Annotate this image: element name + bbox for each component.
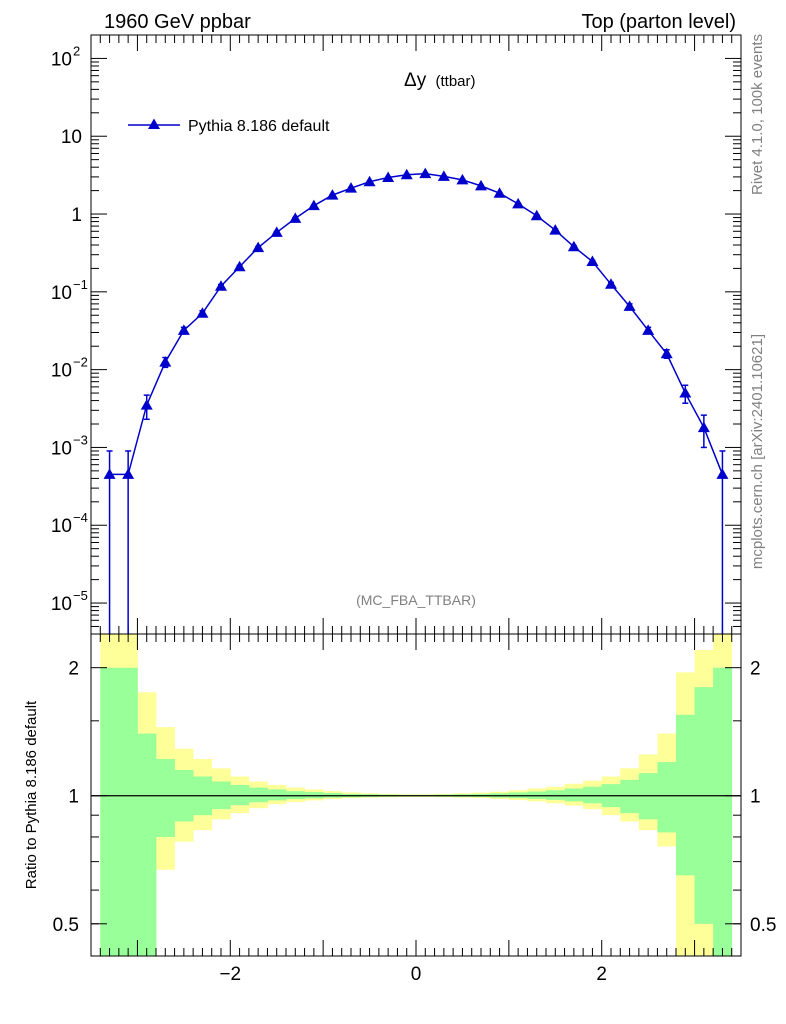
- data-point-marker: [233, 260, 246, 272]
- data-point-marker: [140, 399, 153, 410]
- header-energy-label: 1960 GeV ppbar: [104, 11, 251, 33]
- x-tick-label: 2: [596, 964, 607, 985]
- y-tick-exponent: −4: [73, 510, 88, 525]
- y-tick-label: 10: [51, 283, 72, 304]
- data-point-marker: [679, 387, 692, 398]
- data-point-marker: [437, 170, 450, 181]
- ratio-y-tick-label: 1: [68, 787, 79, 808]
- data-point-marker: [159, 356, 172, 367]
- data-point-marker: [270, 226, 283, 237]
- ratio-y-ticks: 0.5 0.5 1 1 2 2: [53, 659, 777, 936]
- data-point-marker: [215, 280, 227, 291]
- data-point-marker: [177, 324, 190, 335]
- y-tick-label: 10: [51, 594, 72, 615]
- y-tick-label: 10: [51, 516, 72, 537]
- data-point-marker: [716, 468, 729, 479]
- x-tick-label: 0: [411, 964, 422, 985]
- data-point-marker: [586, 255, 599, 267]
- y-tick-exponent: 2: [73, 43, 80, 58]
- legend-marker-icon: [148, 118, 160, 129]
- inner-uncertainty-bin: [286, 791, 305, 800]
- data-point-marker: [567, 240, 580, 252]
- inner-uncertainty-bin: [694, 687, 714, 924]
- ratio-panel: 0.5 0.5 1 1 2 2 −2 0 2 Ratio to Pythia 8.186 de…: [23, 633, 777, 985]
- plot-title: Δy (ttbar): [404, 70, 476, 91]
- inner-uncertainty-bin: [248, 787, 268, 803]
- data-point-marker: [289, 212, 302, 223]
- ratio-y-axis-label: Ratio to Pythia 8.186 default: [23, 700, 40, 889]
- y-tick-exponent: −3: [73, 432, 88, 447]
- inner-uncertainty-bin: [156, 758, 175, 837]
- y-tick-label: 10: [51, 361, 72, 382]
- y-tick-label: 10: [61, 127, 82, 148]
- y-tick-exponent: −5: [73, 588, 88, 603]
- rivet-version-label: Rivet 4.1.0, 100k events: [749, 34, 766, 195]
- data-point-marker: [549, 224, 562, 235]
- inner-uncertainty-bin: [564, 788, 584, 802]
- inner-uncertainty-bin: [267, 789, 287, 801]
- data-point-marker: [196, 307, 209, 318]
- ratio-x-ticks: −2 0 2: [99, 634, 733, 985]
- analysis-watermark: (MC_FBA_TTBAR): [356, 592, 476, 608]
- data-point-marker: [326, 189, 339, 200]
- y-tick-label: 10: [51, 438, 72, 459]
- data-point-marker: [493, 187, 506, 198]
- x-tick-label: −2: [219, 964, 241, 985]
- inner-uncertainty-bin: [620, 779, 640, 814]
- data-point-marker: [363, 175, 376, 187]
- inner-uncertainty-bin: [230, 784, 250, 806]
- y-tick-label: 10: [51, 49, 72, 70]
- y-tick-exponent: −1: [73, 277, 88, 292]
- data-point-marker: [456, 173, 469, 185]
- data-point-marker: [660, 347, 673, 359]
- ratio-y-tick-label: 2: [68, 659, 79, 680]
- header-process-label: Top (parton level): [581, 11, 736, 33]
- data-point-marker: [345, 182, 357, 193]
- data-point-marker: [122, 468, 135, 479]
- y-tick-label: 1: [71, 205, 82, 226]
- data-point-marker: [530, 209, 543, 221]
- data-point-marker: [382, 171, 395, 182]
- inner-uncertainty-bin: [657, 762, 677, 833]
- series-layer: [103, 167, 729, 634]
- ratio-y-tick-label-right: 0.5: [750, 915, 776, 936]
- data-point-marker: [103, 468, 116, 479]
- data-point-marker: [419, 167, 432, 179]
- legend-label: Pythia 8.186 default: [188, 118, 330, 135]
- data-point-marker: [252, 241, 265, 253]
- data-point-marker: [400, 168, 413, 180]
- series-line: [109, 172, 724, 476]
- inner-uncertainty-bin: [137, 733, 157, 956]
- data-point-marker: [697, 421, 710, 433]
- ratio-y-tick-label-right: 1: [750, 787, 761, 808]
- data-point-marker: [307, 199, 320, 211]
- mcplots-label: mcplots.cern.ch [arXiv:2401.10621]: [749, 334, 766, 569]
- ratio-y-tick-label-right: 2: [750, 659, 761, 680]
- inner-uncertainty-bin: [713, 667, 733, 956]
- main-x-ticks: [99, 35, 733, 634]
- data-point-marker: [512, 197, 525, 209]
- legend: Pythia 8.186 default: [128, 118, 330, 135]
- plot-title-main: Δy: [404, 70, 427, 91]
- data-point-marker: [475, 179, 487, 191]
- inner-uncertainty-bin: [546, 790, 565, 800]
- data-point-marker: [623, 300, 636, 311]
- data-point-marker: [642, 324, 655, 335]
- inner-uncertainty-bin: [676, 714, 695, 876]
- inner-uncertainty-bin: [583, 786, 603, 804]
- inner-uncertainty-bin: [100, 667, 120, 956]
- y-tick-exponent: −2: [73, 355, 88, 370]
- plot-title-sub: (ttbar): [435, 73, 475, 90]
- ratio-y-tick-label: 0.5: [53, 915, 79, 936]
- ratio-bands: [100, 634, 733, 956]
- data-point-marker: [605, 278, 617, 289]
- inner-uncertainty-bin: [118, 667, 138, 956]
